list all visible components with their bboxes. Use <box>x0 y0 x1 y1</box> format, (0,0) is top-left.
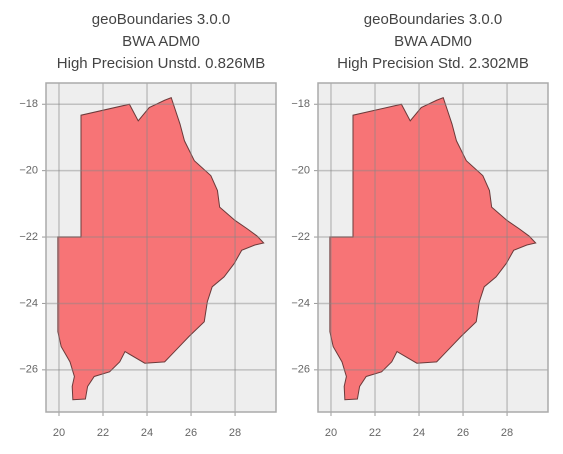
country-outline <box>329 96 537 401</box>
x-tick-label: 22 <box>97 427 109 439</box>
x-tick-label: 28 <box>229 427 241 439</box>
x-tick-label: 20 <box>53 427 65 439</box>
country-outline <box>57 96 265 401</box>
y-tick-label: −26 <box>19 364 38 376</box>
y-tick-label: −18 <box>291 98 310 110</box>
plot-frame <box>45 82 277 413</box>
chart-title: High Precision Unstd. 0.826MB <box>57 55 265 72</box>
y-tick-label: −22 <box>19 231 38 243</box>
plot-frame <box>317 82 549 413</box>
chart-title: geoBoundaries 3.0.0 <box>364 11 502 28</box>
chart-title: High Precision Std. 2.302MB <box>337 55 529 72</box>
y-tick-label: −20 <box>291 165 310 177</box>
x-tick-label: 22 <box>369 427 381 439</box>
x-tick-label: 28 <box>501 427 513 439</box>
chart-title: BWA ADM0 <box>394 33 472 50</box>
y-tick-label: −20 <box>19 165 38 177</box>
y-tick-label: −24 <box>19 297 38 309</box>
y-tick-label: −24 <box>291 297 310 309</box>
x-tick-label: 20 <box>325 427 337 439</box>
chart-title: geoBoundaries 3.0.0 <box>92 11 230 28</box>
x-tick-label: 24 <box>141 427 153 439</box>
x-tick-label: 26 <box>457 427 469 439</box>
y-tick-label: −22 <box>291 231 310 243</box>
x-tick-label: 26 <box>185 427 197 439</box>
chart-title: BWA ADM0 <box>122 33 200 50</box>
x-tick-label: 24 <box>413 427 425 439</box>
y-tick-label: −18 <box>19 98 38 110</box>
y-tick-label: −26 <box>291 364 310 376</box>
